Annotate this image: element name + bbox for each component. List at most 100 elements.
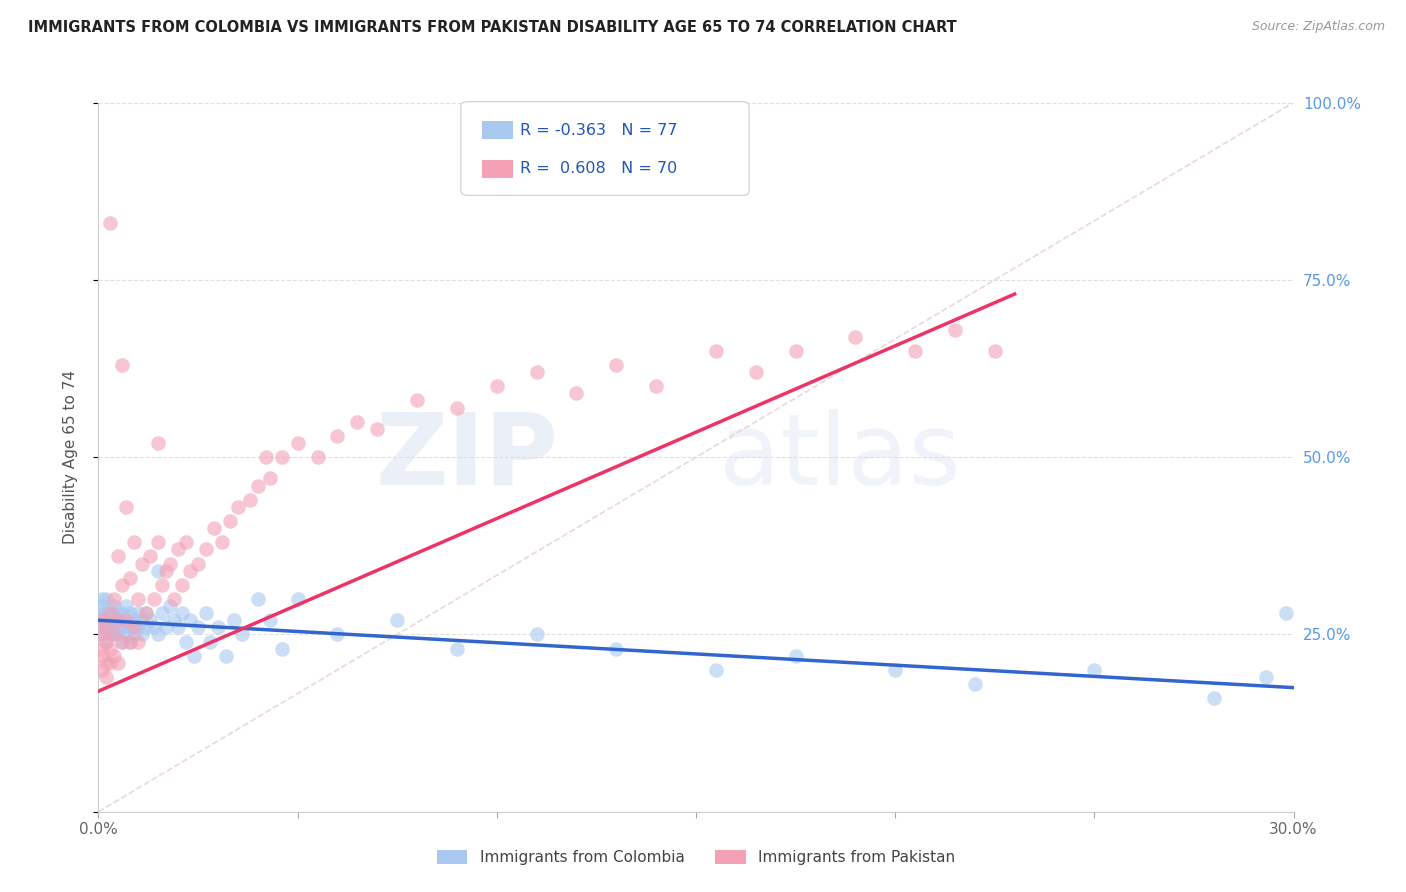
Point bbox=[246, 592, 269, 607]
Point bbox=[159, 599, 181, 613]
Point bbox=[120, 571, 142, 585]
Point bbox=[135, 606, 157, 620]
Point bbox=[111, 606, 134, 620]
Point bbox=[98, 627, 122, 641]
Point bbox=[222, 613, 245, 627]
Point bbox=[91, 592, 114, 607]
Point bbox=[187, 620, 209, 634]
Point bbox=[943, 322, 966, 336]
Point bbox=[254, 450, 277, 465]
Point bbox=[346, 415, 368, 429]
Point bbox=[96, 620, 118, 634]
Point bbox=[231, 627, 253, 641]
Point bbox=[120, 606, 142, 620]
Point bbox=[115, 627, 138, 641]
Point bbox=[174, 634, 197, 648]
Point bbox=[103, 627, 125, 641]
Point bbox=[148, 627, 170, 641]
Point bbox=[1254, 670, 1277, 684]
Point bbox=[326, 627, 349, 641]
Point bbox=[565, 386, 588, 401]
Point bbox=[195, 542, 218, 557]
Point bbox=[167, 620, 190, 634]
Point bbox=[107, 627, 129, 641]
Point bbox=[785, 648, 807, 663]
Point bbox=[163, 613, 186, 627]
Point bbox=[202, 521, 225, 535]
Point bbox=[96, 613, 118, 627]
Point bbox=[155, 564, 177, 578]
Point bbox=[91, 606, 114, 620]
Point bbox=[239, 492, 262, 507]
Point bbox=[107, 613, 129, 627]
Point bbox=[91, 613, 114, 627]
Point bbox=[446, 401, 468, 415]
Point bbox=[115, 613, 138, 627]
Y-axis label: Disability Age 65 to 74: Disability Age 65 to 74 bbox=[63, 370, 77, 544]
Point bbox=[98, 613, 122, 627]
Point bbox=[111, 358, 134, 372]
Point bbox=[307, 450, 329, 465]
Point bbox=[103, 599, 125, 613]
Point bbox=[963, 677, 986, 691]
Point bbox=[91, 620, 114, 634]
Point bbox=[163, 592, 186, 607]
Point bbox=[98, 216, 122, 230]
Point bbox=[884, 663, 907, 677]
Point bbox=[91, 599, 114, 613]
Point bbox=[143, 620, 166, 634]
Point bbox=[91, 627, 114, 641]
Point bbox=[139, 613, 162, 627]
Point bbox=[259, 471, 281, 485]
Point bbox=[704, 663, 727, 677]
Point bbox=[91, 648, 114, 663]
Point bbox=[215, 648, 238, 663]
Point bbox=[207, 620, 229, 634]
Point bbox=[120, 620, 142, 634]
Point bbox=[326, 429, 349, 443]
Point bbox=[124, 613, 146, 627]
Text: ZIP: ZIP bbox=[375, 409, 558, 506]
Point bbox=[385, 613, 409, 627]
Point bbox=[103, 627, 125, 641]
Point bbox=[124, 627, 146, 641]
Point bbox=[96, 620, 118, 634]
Point bbox=[107, 549, 129, 564]
Point bbox=[155, 620, 177, 634]
Point bbox=[103, 648, 125, 663]
Point bbox=[366, 422, 388, 436]
Point bbox=[406, 393, 429, 408]
Point bbox=[1202, 691, 1225, 706]
Point bbox=[96, 656, 118, 670]
Point bbox=[526, 365, 548, 379]
Point bbox=[150, 578, 173, 592]
Point bbox=[1083, 663, 1105, 677]
Point bbox=[124, 620, 146, 634]
Point bbox=[107, 656, 129, 670]
Point bbox=[96, 606, 118, 620]
Point bbox=[127, 592, 149, 607]
Point bbox=[904, 343, 927, 358]
Point bbox=[98, 606, 122, 620]
Point bbox=[287, 592, 309, 607]
Text: R =  0.608   N = 70: R = 0.608 N = 70 bbox=[520, 161, 678, 176]
Point bbox=[167, 542, 190, 557]
Point bbox=[139, 549, 162, 564]
Point bbox=[103, 592, 125, 607]
Point bbox=[98, 620, 122, 634]
Point bbox=[96, 634, 118, 648]
Point bbox=[172, 606, 194, 620]
Point bbox=[159, 557, 181, 571]
Point bbox=[984, 343, 1007, 358]
Point bbox=[91, 627, 114, 641]
Point bbox=[645, 379, 668, 393]
Text: atlas: atlas bbox=[718, 409, 960, 506]
Point bbox=[111, 634, 134, 648]
Point bbox=[98, 606, 122, 620]
Point bbox=[107, 613, 129, 627]
Point bbox=[179, 564, 201, 578]
Point bbox=[120, 634, 142, 648]
Point bbox=[98, 641, 122, 656]
Point bbox=[605, 641, 627, 656]
Point bbox=[172, 578, 194, 592]
